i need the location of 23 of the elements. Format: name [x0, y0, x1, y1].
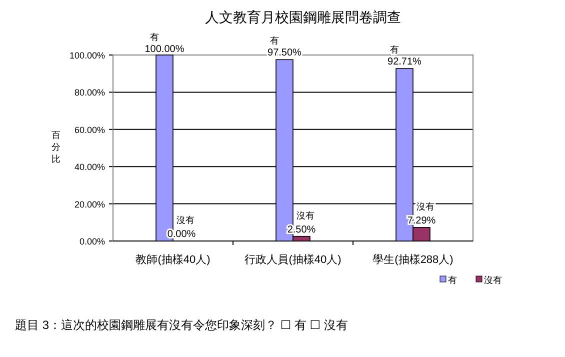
x-tick-label: 學生(抽樣288人)	[372, 253, 454, 266]
y-axis-title: 百分比	[52, 130, 60, 164]
y-tick-label: 100.00%	[69, 50, 105, 60]
text: 有	[270, 36, 279, 46]
text: 沒有	[296, 210, 314, 220]
chart-title: 人文教育月校園鋼雕展問卷調查	[205, 9, 401, 25]
text: 題目 3：這次的校園鋼雕展有沒有令您印象深刻？ ☐ 有 ☐ 沒有	[15, 318, 348, 332]
text: 沒有	[416, 201, 434, 212]
text: 有	[150, 32, 159, 42]
y-tick-label: 0.00%	[79, 236, 105, 246]
y-tick-label: 80.00%	[74, 88, 105, 98]
x-tick-label: 行政人員(抽樣40人)	[244, 253, 342, 266]
data-label: 100.00%	[144, 44, 184, 55]
y-tick-label: 40.00%	[74, 162, 105, 172]
data-label: 92.71%	[388, 56, 422, 68]
legend-label: 有	[448, 275, 457, 285]
y-tick-label: 20.00%	[74, 199, 105, 210]
x-tick-label: 教師(抽樣40人)	[136, 253, 210, 266]
text: 沒有	[176, 215, 194, 225]
text: 有	[390, 44, 399, 55]
data-label: 97.50%	[268, 48, 302, 59]
legend-label: 沒有	[484, 275, 502, 285]
y-tick-label: 60.00%	[74, 124, 105, 135]
